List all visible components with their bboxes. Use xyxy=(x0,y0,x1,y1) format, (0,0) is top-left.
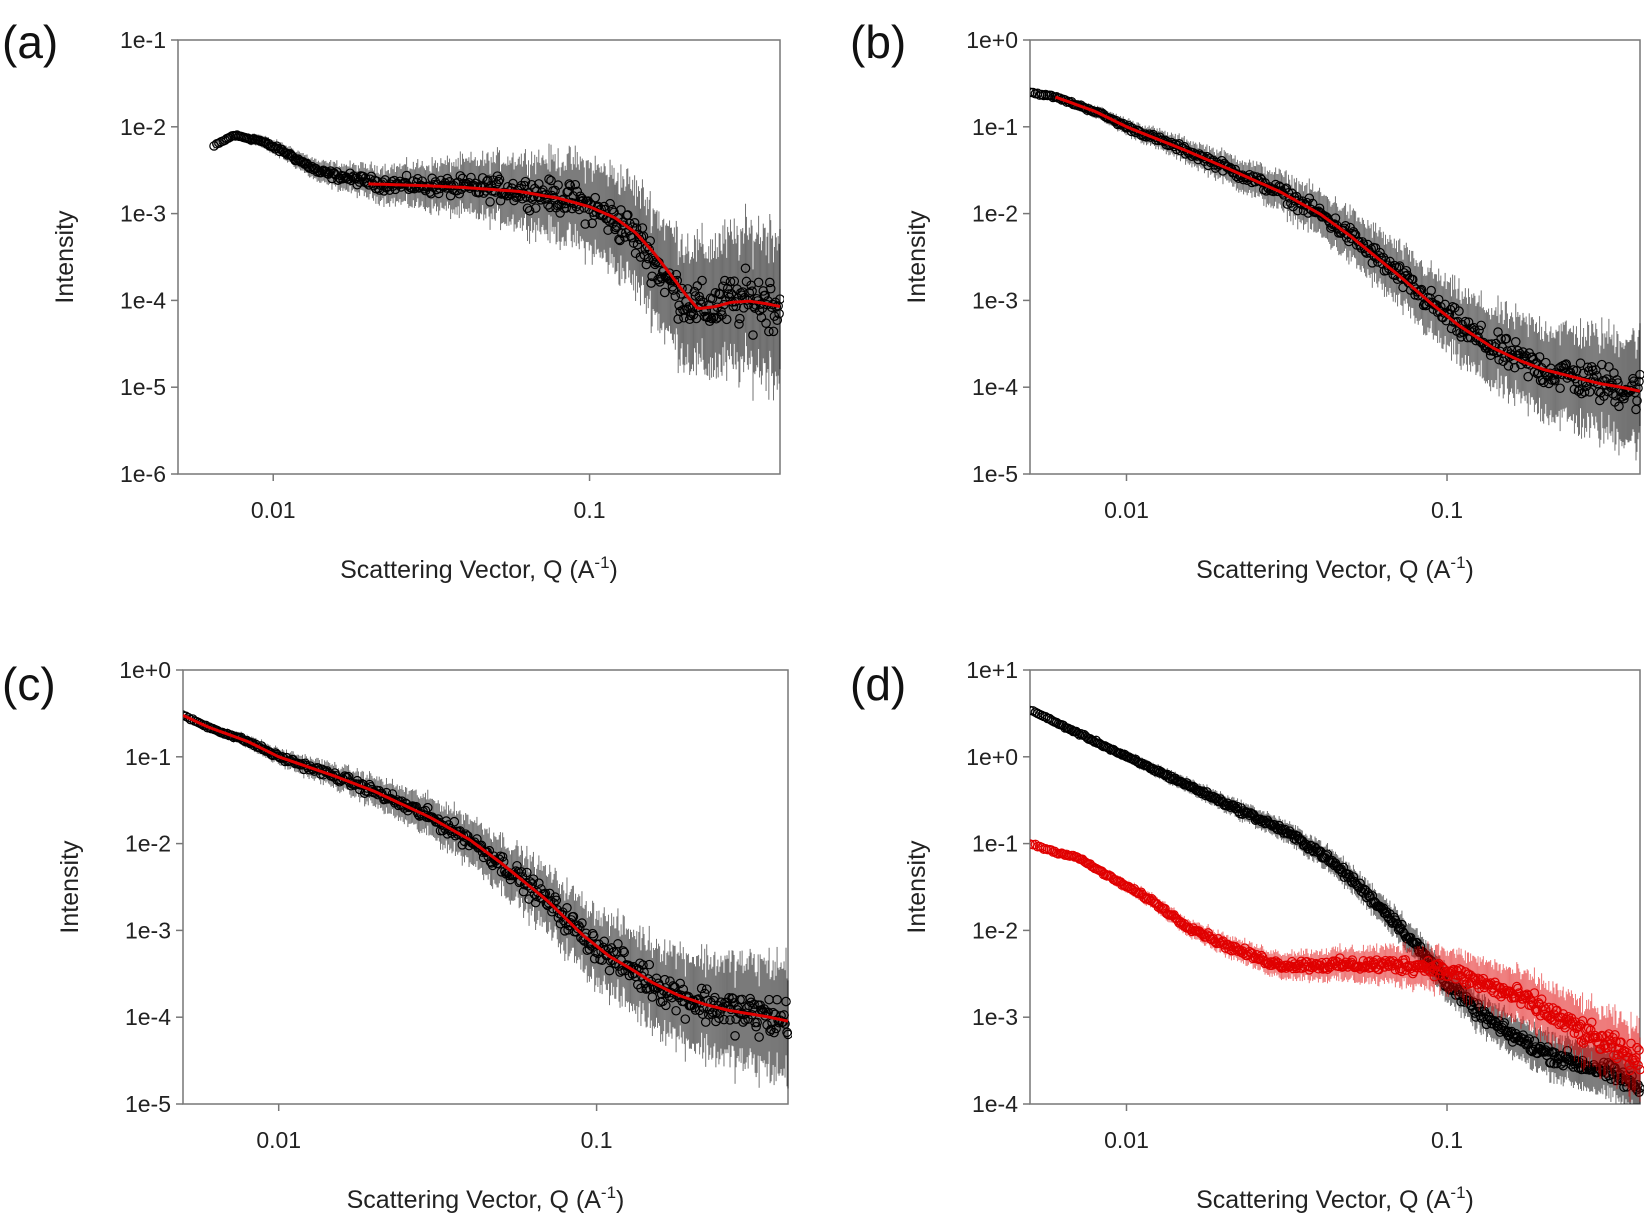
x-axis-title: Scattering Vector, Q (A-1) xyxy=(347,1183,625,1214)
y-tick-label: 1e-1 xyxy=(972,831,1018,857)
y-tick-label: 1e-5 xyxy=(120,374,166,400)
y-tick-label: 1e-3 xyxy=(972,1004,1018,1030)
y-tick-label: 1e-1 xyxy=(972,114,1018,140)
data-point xyxy=(1256,950,1267,961)
y-tick-label: 1e-5 xyxy=(972,461,1018,487)
data-point xyxy=(1030,87,1035,98)
x-tick-label: 0.1 xyxy=(1431,1127,1463,1153)
data-point xyxy=(774,308,784,319)
y-tick-label: 1e-6 xyxy=(120,461,166,487)
plot-area xyxy=(183,710,792,1089)
plot-area xyxy=(209,130,784,401)
data-series-black xyxy=(1030,87,1644,461)
y-axis-title: Intensity xyxy=(51,210,79,304)
y-tick-label: 1e+0 xyxy=(119,657,171,683)
y-tick-label: 1e-4 xyxy=(120,287,166,313)
chart-panel-d: (d) 1e-4 1e-3 1e-2 1e-1 1e+0 1e+1 0.01 0.1 Scatte… xyxy=(850,657,1644,1214)
data-point xyxy=(1634,376,1644,387)
y-tick-label: 1e-1 xyxy=(120,27,166,53)
y-axis-title: Intensity xyxy=(56,840,84,934)
plot-frame xyxy=(1029,39,1641,475)
data-series-red xyxy=(1030,839,1644,1102)
plot-frame xyxy=(182,669,789,1105)
panel-label: (c) xyxy=(2,658,56,710)
data-point xyxy=(209,141,219,151)
x-tick-label: 0.01 xyxy=(1104,1127,1149,1153)
data-point xyxy=(1634,1087,1644,1098)
plot-frame xyxy=(177,39,781,475)
chart-panel-b: (b) 1e-5 1e-4 1e-3 1e-2 1e-1 1e+0 0.01 0.1 Scatte… xyxy=(850,16,1644,584)
panel-label: (a) xyxy=(2,16,58,68)
y-axis-title: Intensity xyxy=(903,210,931,304)
plot-area xyxy=(1030,705,1644,1104)
y-axis-title: Intensity xyxy=(903,840,931,934)
x-tick-label: 0.1 xyxy=(1431,497,1463,523)
y-tick-label: 1e+0 xyxy=(966,744,1018,770)
y-tick-label: 1e-5 xyxy=(125,1091,171,1117)
panels: (a) 1e-6 1e-5 1e-4 1e-3 1e-2 1e-1 0.01 0.1 Scatte… xyxy=(2,16,1644,1214)
data-point xyxy=(324,168,335,178)
data-point xyxy=(781,996,791,1007)
fit-line xyxy=(183,714,789,1023)
y-tick-label: 1e-2 xyxy=(120,114,166,140)
x-tick-label: 0.1 xyxy=(574,497,606,523)
panel-label: (d) xyxy=(850,658,906,710)
x-axis-title: Scattering Vector, Q (A-1) xyxy=(1196,1183,1474,1214)
y-tick-label: 1e-2 xyxy=(972,201,1018,227)
y-tick-label: 1e-3 xyxy=(972,287,1018,313)
y-tick-label: 1e-1 xyxy=(125,744,171,770)
x-tick-label: 0.01 xyxy=(251,497,296,523)
y-tick-label: 1e+0 xyxy=(966,27,1018,53)
y-tick-label: 1e-3 xyxy=(120,201,166,227)
chart-panel-a: (a) 1e-6 1e-5 1e-4 1e-3 1e-2 1e-1 0.01 0.1 Scatte… xyxy=(2,16,784,584)
y-tick-label: 1e+1 xyxy=(966,657,1018,683)
y-tick-label: 1e-2 xyxy=(972,917,1018,943)
chart-panel-c: (c) 1e-5 1e-4 1e-3 1e-2 1e-1 1e+0 0.01 0.1 Scatte… xyxy=(2,657,792,1214)
x-axis-title: Scattering Vector, Q (A-1) xyxy=(1196,553,1474,584)
data-point xyxy=(783,1029,792,1040)
x-axis-title: Scattering Vector, Q (A-1) xyxy=(340,553,618,584)
fit-line xyxy=(1054,95,1641,393)
data-point xyxy=(1635,369,1644,380)
panel-label: (b) xyxy=(850,16,906,68)
y-tick-label: 1e-2 xyxy=(125,831,171,857)
y-tick-label: 1e-4 xyxy=(125,1004,171,1030)
x-tick-label: 0.01 xyxy=(1104,497,1149,523)
x-tick-label: 0.01 xyxy=(256,1127,301,1153)
fit-line xyxy=(368,182,781,311)
data-series-black xyxy=(183,710,792,1089)
y-tick-label: 1e-4 xyxy=(972,1091,1018,1117)
data-point xyxy=(772,315,783,325)
plot-area xyxy=(1030,87,1644,461)
data-series-black xyxy=(209,130,784,401)
data-point xyxy=(775,294,784,304)
plot-frame xyxy=(1029,669,1641,1105)
y-tick-label: 1e-3 xyxy=(125,917,171,943)
y-tick-label: 1e-4 xyxy=(972,374,1018,400)
data-point xyxy=(1632,396,1642,406)
x-tick-label: 0.1 xyxy=(581,1127,613,1153)
